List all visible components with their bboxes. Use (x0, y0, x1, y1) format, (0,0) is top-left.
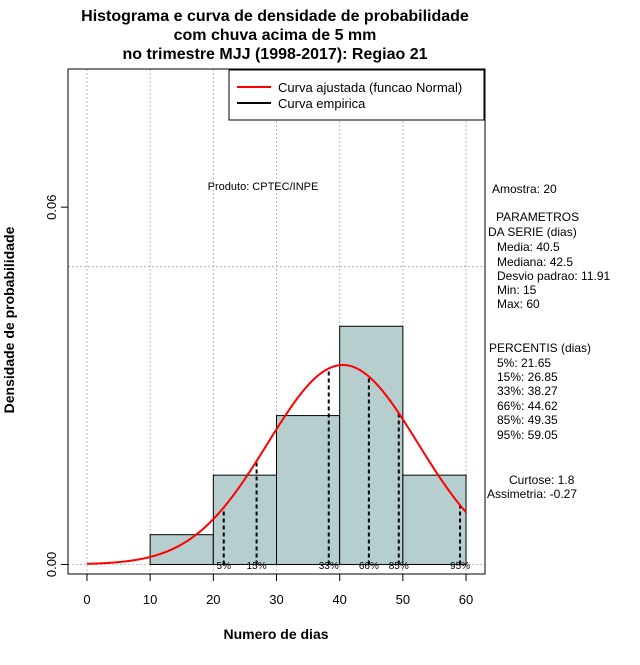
stats-panel: Amostra: 20 PARAMETROS DA SERIE (dias) M… (487, 182, 611, 501)
y-axis-label: Densidade de probabilidade (1, 226, 17, 413)
percentile-label: 95% (450, 561, 470, 572)
normal-fit-curve (86, 363, 467, 565)
chart-title-line-3: no trimestre MJJ (1998-2017): Regiao 21 (122, 46, 427, 63)
stat-assimetria: Assimetria: -0.27 (487, 487, 577, 501)
stat-min: Min: 15 (497, 283, 537, 297)
pct-5: 5%: 21.65 (497, 356, 551, 370)
legend-label-fit: Curva ajustada (funcao Normal) (278, 80, 462, 95)
percentile-label: 15% (247, 561, 267, 572)
histogram-bar (339, 325, 404, 565)
x-tick-label: 0 (83, 592, 90, 607)
percentile-labels: 5% 15% 33% 66% 85% 95% (217, 561, 471, 572)
x-tick-label: 50 (396, 592, 410, 607)
pct-95: 95%: 59.05 (497, 428, 558, 442)
pct-85: 85%: 49.35 (497, 413, 558, 427)
x-tick-label: 10 (143, 592, 157, 607)
x-tick-label: 40 (332, 592, 346, 607)
histogram-bar (402, 474, 467, 565)
stat-max: Max: 60 (497, 297, 540, 311)
x-axis-label: Numero de dias (223, 626, 328, 642)
x-tick-label: 60 (459, 592, 473, 607)
x-tick-label: 20 (206, 592, 220, 607)
legend: Curva ajustada (funcao Normal) Curva emp… (228, 69, 485, 121)
percentile-lines (222, 368, 462, 565)
pct-33: 33%: 38.27 (497, 384, 558, 398)
pct-66: 66%: 44.62 (497, 399, 558, 413)
percentile-label: 5% (217, 561, 232, 572)
params-title-1: PARAMETROS (496, 210, 579, 224)
y-axis: 0.00 0.06 (44, 195, 69, 577)
params-title-2: DA SERIE (dias) (488, 225, 577, 239)
percentile-label: 85% (389, 561, 409, 572)
percentile-label: 33% (319, 561, 339, 572)
pct-15: 15%: 26.85 (497, 370, 558, 384)
chart-title-line-2: com chuva acima de 5 mm (174, 27, 377, 44)
grid (68, 69, 485, 574)
legend-box (228, 69, 485, 121)
sample-size: Amostra: 20 (492, 182, 557, 196)
percentile-label: 66% (359, 561, 379, 572)
chart-title-line-1: Histograma e curva de densidade de proba… (81, 8, 469, 25)
product-annotation: Produto: CPTEC/INPE (208, 181, 319, 193)
y-tick-label: 0.06 (44, 195, 59, 220)
histogram-bar (276, 415, 341, 565)
percentis-title: PERCENTIS (dias) (489, 341, 591, 355)
y-tick-label: 0.00 (44, 552, 59, 577)
x-axis: 0 10 20 30 40 50 60 (83, 573, 473, 607)
legend-label-empirical: Curva empirica (278, 96, 366, 111)
stat-curtose: Curtose: 1.8 (509, 473, 575, 487)
x-tick-label: 30 (269, 592, 283, 607)
stat-media: Media: 40.5 (497, 240, 560, 254)
stat-mediana: Mediana: 42.5 (497, 255, 573, 269)
stat-desvio: Desvio padrao: 11.91 (497, 269, 611, 283)
histogram-bar (149, 534, 214, 565)
